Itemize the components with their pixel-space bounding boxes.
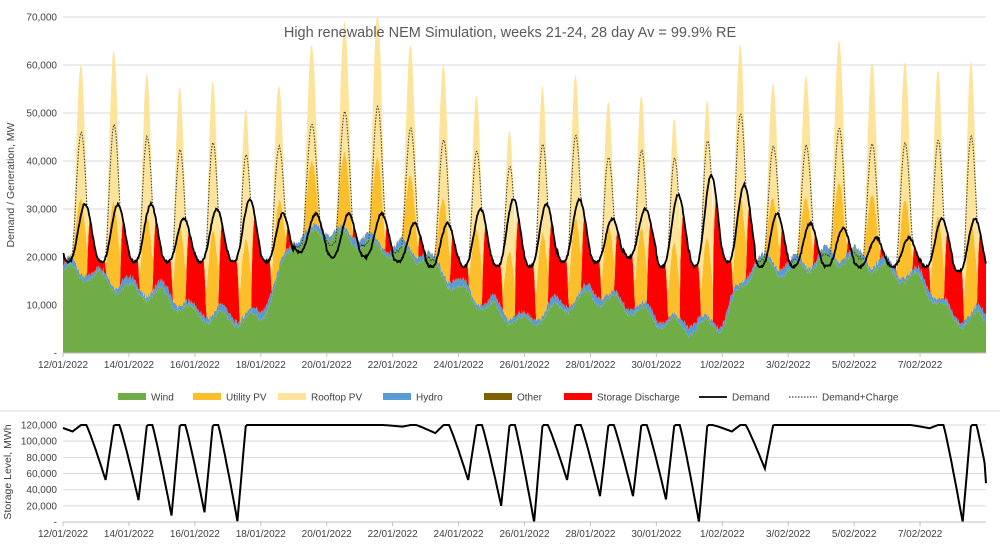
main-x-tick-label: 24/01/2022 — [434, 360, 484, 371]
main-x-tick-label: 1/02/2022 — [700, 360, 745, 371]
main-x-tick-label: 5/02/2022 — [832, 360, 877, 371]
storage-discharge-area — [63, 199, 986, 330]
legend-swatch — [193, 393, 221, 400]
storage-y-tick-label: 80,000 — [26, 453, 57, 464]
storage-x-tick-label: 16/01/2022 — [170, 529, 220, 540]
legend-label: Other — [517, 393, 543, 404]
main-x-tick-label: 22/01/2022 — [368, 360, 418, 371]
legend-label: Utility PV — [226, 393, 267, 404]
main-x-tick-label: 28/01/2022 — [565, 360, 615, 371]
legend-label: Demand+Charge — [822, 393, 899, 404]
utility-pv-area — [63, 151, 986, 324]
storage-y-tick-label: 60,000 — [26, 469, 57, 480]
demand-charge-line — [62, 104, 987, 273]
legend-label: Hydro — [416, 393, 443, 404]
main-y-tick-label: 40,000 — [26, 157, 57, 168]
storage-x-tick-label: 28/01/2022 — [565, 529, 615, 540]
demand-line — [62, 173, 987, 274]
main-y-axis-title: Demand / Generation, MW — [5, 122, 17, 247]
main-x-tick-label: 16/01/2022 — [170, 360, 220, 371]
storage-y-tick-label: - — [54, 518, 57, 529]
storage-y-tick-label: 120,000 — [21, 421, 58, 432]
main-x-tick-label: 30/01/2022 — [631, 360, 681, 371]
main-x-tick-label: 14/01/2022 — [104, 360, 154, 371]
legend-label: Wind — [151, 393, 174, 404]
storage-y-tick-label: 100,000 — [21, 437, 58, 448]
wind-area — [63, 227, 986, 353]
storage-x-tick-label: 1/02/2022 — [700, 529, 745, 540]
main-y-tick-label: 50,000 — [26, 109, 57, 120]
storage-y-tick-label: 40,000 — [26, 485, 57, 496]
main-y-tick-label: 30,000 — [26, 205, 57, 216]
storage-x-tick-label: 14/01/2022 — [104, 529, 154, 540]
main-y-tick-label: - — [54, 349, 57, 360]
storage-x-tick-label: 18/01/2022 — [236, 529, 286, 540]
storage-x-tick-label: 12/01/2022 — [38, 529, 88, 540]
legend-swatch — [564, 393, 592, 400]
legend-label: Storage Discharge — [597, 393, 680, 404]
main-x-tick-label: 20/01/2022 — [302, 360, 352, 371]
storage-x-tick-label: 5/02/2022 — [832, 529, 877, 540]
storage-x-tick-label: 3/02/2022 — [766, 529, 811, 540]
rooftop-pv-area — [63, 17, 986, 298]
storage-x-tick-label: 20/01/2022 — [302, 529, 352, 540]
main-y-tick-label: 20,000 — [26, 253, 57, 264]
chart-title: High renewable NEM Simulation, weeks 21-… — [284, 25, 737, 41]
storage-x-tick-label: 30/01/2022 — [631, 529, 681, 540]
main-x-tick-label: 18/01/2022 — [236, 360, 286, 371]
main-x-tick-label: 7/02/2022 — [898, 360, 943, 371]
main-y-tick-label: 60,000 — [26, 61, 57, 72]
main-x-tick-label: 26/01/2022 — [499, 360, 549, 371]
main-y-tick-label: 10,000 — [26, 301, 57, 312]
storage-x-tick-label: 26/01/2022 — [499, 529, 549, 540]
main-x-tick-label: 3/02/2022 — [766, 360, 811, 371]
legend-swatch — [278, 393, 306, 400]
storage-y-tick-label: 20,000 — [26, 501, 57, 512]
main-x-tick-label: 12/01/2022 — [38, 360, 88, 371]
storage-level-line — [62, 424, 987, 523]
main-y-tick-label: 70,000 — [26, 13, 57, 24]
legend-swatch — [118, 393, 146, 400]
storage-x-tick-label: 24/01/2022 — [434, 529, 484, 540]
storage-x-tick-label: 22/01/2022 — [368, 529, 418, 540]
legend-label: Rooftop PV — [311, 393, 362, 404]
legend-swatch — [383, 393, 411, 400]
legend-swatch — [484, 393, 512, 400]
storage-x-tick-label: 7/02/2022 — [898, 529, 943, 540]
legend-label: Demand — [732, 393, 770, 404]
storage-y-axis-title: Storage Level, MWh — [2, 424, 14, 519]
